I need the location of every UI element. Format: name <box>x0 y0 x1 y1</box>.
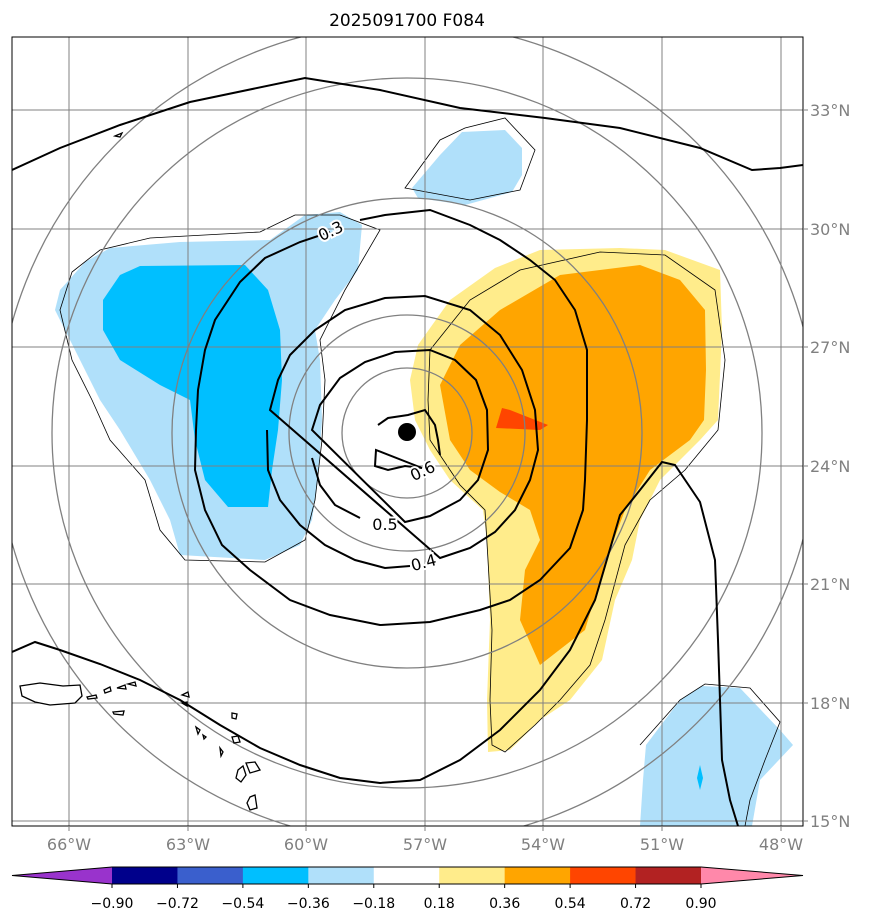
lat-label: 15°N <box>810 812 850 831</box>
contour-0-5 <box>310 348 490 524</box>
contour-lines <box>12 76 803 826</box>
colorbar-extend-low <box>12 867 112 884</box>
colorbar-segment <box>112 867 178 884</box>
colorbar-tick-label: 0.36 <box>489 896 520 912</box>
map-frame <box>11 36 804 827</box>
colorbar-tick-label: −0.72 <box>156 896 199 912</box>
contour-outer-southwest <box>12 460 739 826</box>
longitude-labels: 66°W 63°W 60°W 57°W 54°W 51°W 48°W <box>47 835 803 854</box>
colorbar-tick-label: 0.18 <box>424 896 455 912</box>
lat-label: 18°N <box>810 694 850 713</box>
figure-title: 2025091700 F084 <box>329 11 485 31</box>
colorbar-tick-label: 0.54 <box>555 896 586 912</box>
light-blue-region-southeast <box>640 686 793 826</box>
light-blue-region-north <box>412 130 522 205</box>
blue-region-west <box>103 265 282 507</box>
colorbar-segment <box>570 867 637 884</box>
storm-center-marker <box>398 423 416 441</box>
colorbar-extend-high <box>701 867 803 884</box>
colorbar-segment <box>242 867 309 884</box>
contour-outer-north <box>12 76 803 172</box>
map-area: 0.3 0.6 0.5 0.4 <box>12 37 803 826</box>
colorbar-tick-label: −0.54 <box>221 896 264 912</box>
red-region <box>496 408 548 430</box>
orange-region <box>440 265 706 665</box>
contour-0-4 <box>266 294 540 570</box>
colorbar-tick-label: 0.90 <box>685 896 716 912</box>
lon-label: 48°W <box>759 835 803 854</box>
contour-0-3 <box>193 208 588 627</box>
colorbar-tick-label: 0.72 <box>620 896 651 912</box>
lon-label: 57°W <box>403 835 447 854</box>
blue-spot-southeast <box>697 765 703 790</box>
colorbar-segment <box>373 867 440 884</box>
lon-label: 51°W <box>640 835 684 854</box>
lat-label: 21°N <box>810 575 850 594</box>
lat-label: 24°N <box>810 457 850 476</box>
lat-label: 33°N <box>810 101 850 120</box>
lon-label: 54°W <box>521 835 565 854</box>
tick-marks <box>68 109 808 831</box>
colorbar-segment <box>439 867 506 884</box>
lon-label: 63°W <box>166 835 210 854</box>
latitude-labels: 33°N 30°N 27°N 24°N 21°N 18°N 15°N <box>810 101 850 831</box>
lon-label: 66°W <box>47 835 91 854</box>
lat-lon-grid <box>12 37 803 826</box>
colorbar-segment <box>308 867 375 884</box>
colorbar-segment <box>177 867 244 884</box>
colorbar-segment <box>635 867 702 884</box>
contour-0-6 <box>373 408 441 472</box>
lat-label: 27°N <box>810 338 850 357</box>
contour-label-0-5: 0.5 <box>372 515 397 534</box>
lat-label: 30°N <box>810 220 850 239</box>
colorbar-tick-label: −0.90 <box>91 896 134 912</box>
region-outlines <box>59 117 781 826</box>
colorbar-tick-label: −0.36 <box>287 896 330 912</box>
colorbar-tick-label: −0.18 <box>352 896 395 912</box>
colorbar-segment <box>504 867 571 884</box>
colorbar: −0.90 −0.72 −0.54 −0.36 −0.18 0.18 0.36 0.54 0.7… <box>11 866 804 912</box>
islands <box>19 131 262 811</box>
lon-label: 60°W <box>284 835 328 854</box>
range-rings <box>12 37 803 826</box>
